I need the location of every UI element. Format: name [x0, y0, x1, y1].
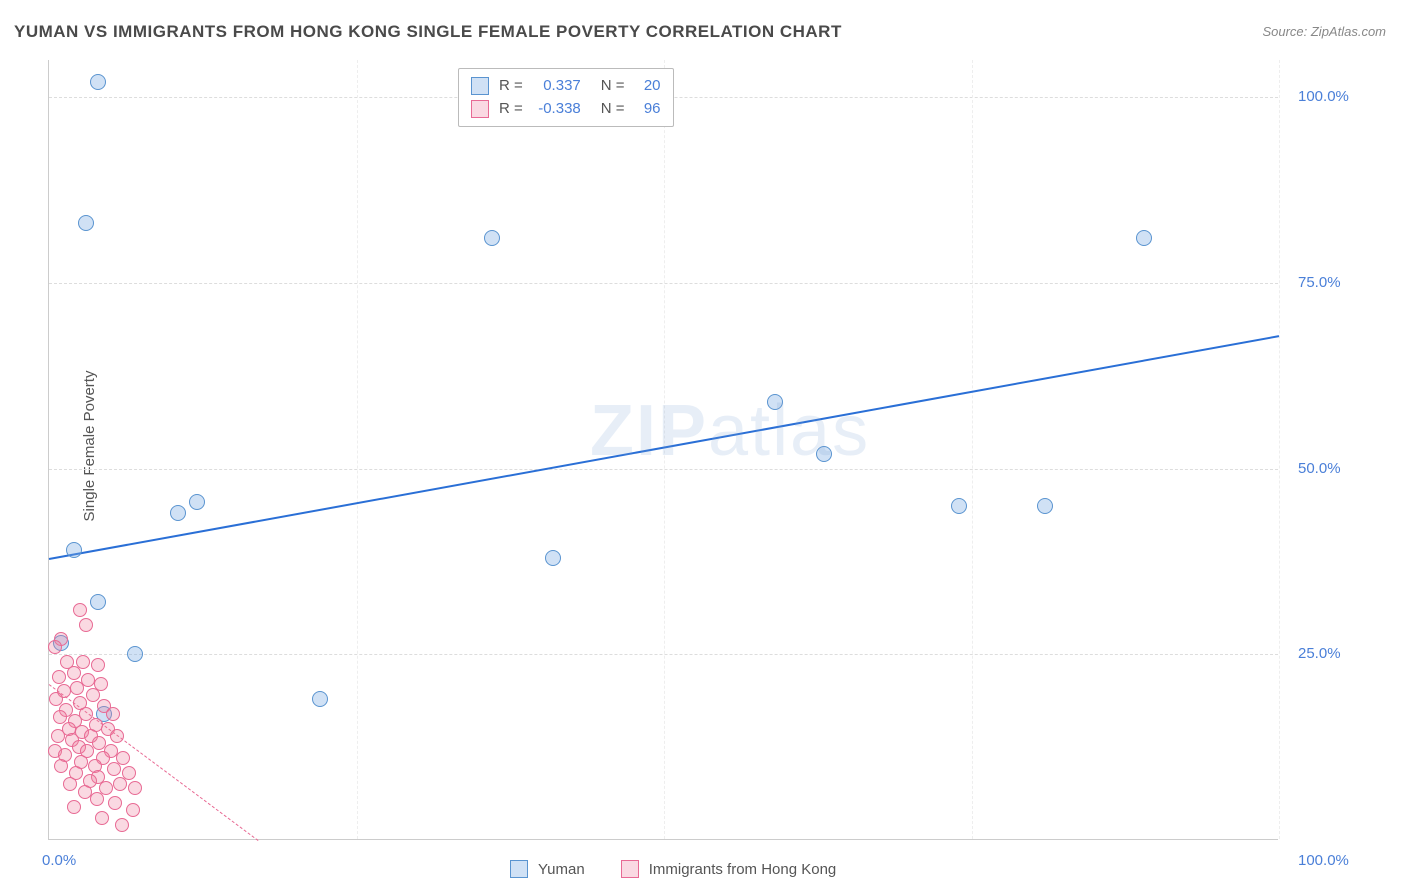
stat-value: 0.337 [533, 75, 581, 98]
vgridline [1279, 60, 1280, 839]
vgridline [972, 60, 973, 839]
scatter-point [54, 759, 68, 773]
scatter-point [126, 803, 140, 817]
x-tick-label: 100.0% [1298, 852, 1349, 869]
scatter-point [951, 498, 967, 514]
scatter-point [90, 792, 104, 806]
stat-value: -0.338 [533, 98, 581, 121]
legend-row: R = 0.337 N = 20 [471, 75, 661, 98]
scatter-point [127, 646, 143, 662]
scatter-point [484, 230, 500, 246]
scatter-point [90, 74, 106, 90]
source-attribution: Source: ZipAtlas.com [1262, 24, 1386, 39]
scatter-point [545, 550, 561, 566]
y-tick-label: 50.0% [1298, 460, 1341, 477]
scatter-point [128, 781, 142, 795]
stat-label: R = [499, 98, 523, 121]
scatter-point [767, 394, 783, 410]
vgridline [664, 60, 665, 839]
scatter-point [51, 729, 65, 743]
scatter-point [113, 777, 127, 791]
scatter-point [79, 618, 93, 632]
y-tick-label: 75.0% [1298, 274, 1341, 291]
scatter-point [76, 655, 90, 669]
scatter-point [67, 800, 81, 814]
scatter-point [106, 707, 120, 721]
scatter-point [52, 670, 66, 684]
legend-swatch [621, 860, 639, 878]
legend-swatch [471, 100, 489, 118]
stat-value: 96 [635, 98, 661, 121]
x-tick-label: 0.0% [42, 852, 76, 869]
stat-label: R = [499, 75, 523, 98]
legend-swatch [510, 860, 528, 878]
y-tick-label: 100.0% [1298, 88, 1349, 105]
scatter-point [170, 505, 186, 521]
scatter-point [90, 594, 106, 610]
legend-swatch [471, 77, 489, 95]
scatter-point [312, 691, 328, 707]
scatter-point [66, 542, 82, 558]
plot-area [48, 60, 1278, 840]
stat-label: N = [601, 75, 625, 98]
stat-value: 20 [635, 75, 661, 98]
scatter-point [1037, 498, 1053, 514]
y-tick-label: 25.0% [1298, 645, 1341, 662]
scatter-point [78, 215, 94, 231]
scatter-point [63, 777, 77, 791]
scatter-point [816, 446, 832, 462]
scatter-point [95, 811, 109, 825]
series-legend: Yuman Immigrants from Hong Kong [510, 860, 862, 878]
stat-label: N = [601, 98, 625, 121]
scatter-point [189, 494, 205, 510]
scatter-point [1136, 230, 1152, 246]
legend-label: Yuman [538, 861, 585, 878]
scatter-point [115, 818, 129, 832]
scatter-point [108, 796, 122, 810]
scatter-point [86, 688, 100, 702]
scatter-point [110, 729, 124, 743]
scatter-point [107, 762, 121, 776]
vgridline [357, 60, 358, 839]
scatter-point [67, 666, 81, 680]
scatter-point [48, 640, 62, 654]
scatter-point [70, 681, 84, 695]
scatter-point [73, 603, 87, 617]
chart-title: YUMAN VS IMMIGRANTS FROM HONG KONG SINGL… [14, 22, 842, 42]
legend-row: R = -0.338 N = 96 [471, 98, 661, 121]
correlation-legend: R = 0.337 N = 20 R = -0.338 N = 96 [458, 68, 674, 127]
scatter-point [91, 658, 105, 672]
legend-label: Immigrants from Hong Kong [649, 861, 837, 878]
